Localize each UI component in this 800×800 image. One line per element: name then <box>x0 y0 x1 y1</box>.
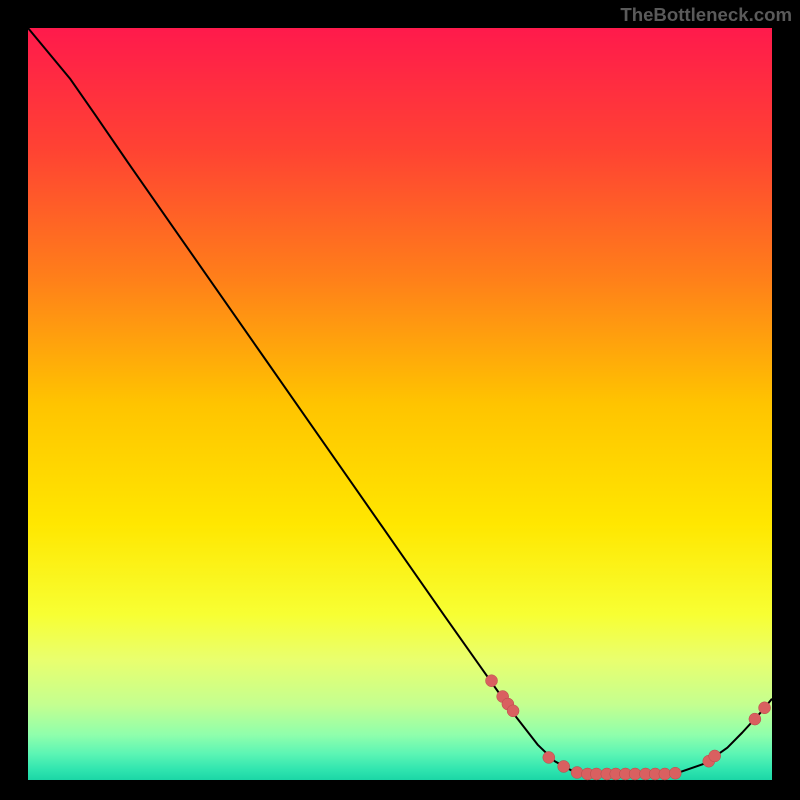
data-marker <box>486 675 498 687</box>
data-marker <box>749 713 761 725</box>
plot-background <box>28 28 772 780</box>
data-marker <box>759 702 771 714</box>
data-marker <box>543 751 555 763</box>
data-marker <box>659 768 671 780</box>
watermark-text: TheBottleneck.com <box>620 4 792 26</box>
data-marker <box>571 766 583 778</box>
data-marker <box>507 705 519 717</box>
bottleneck-chart <box>0 0 800 800</box>
data-marker <box>558 760 570 772</box>
data-marker <box>709 750 721 762</box>
data-marker <box>669 767 681 779</box>
